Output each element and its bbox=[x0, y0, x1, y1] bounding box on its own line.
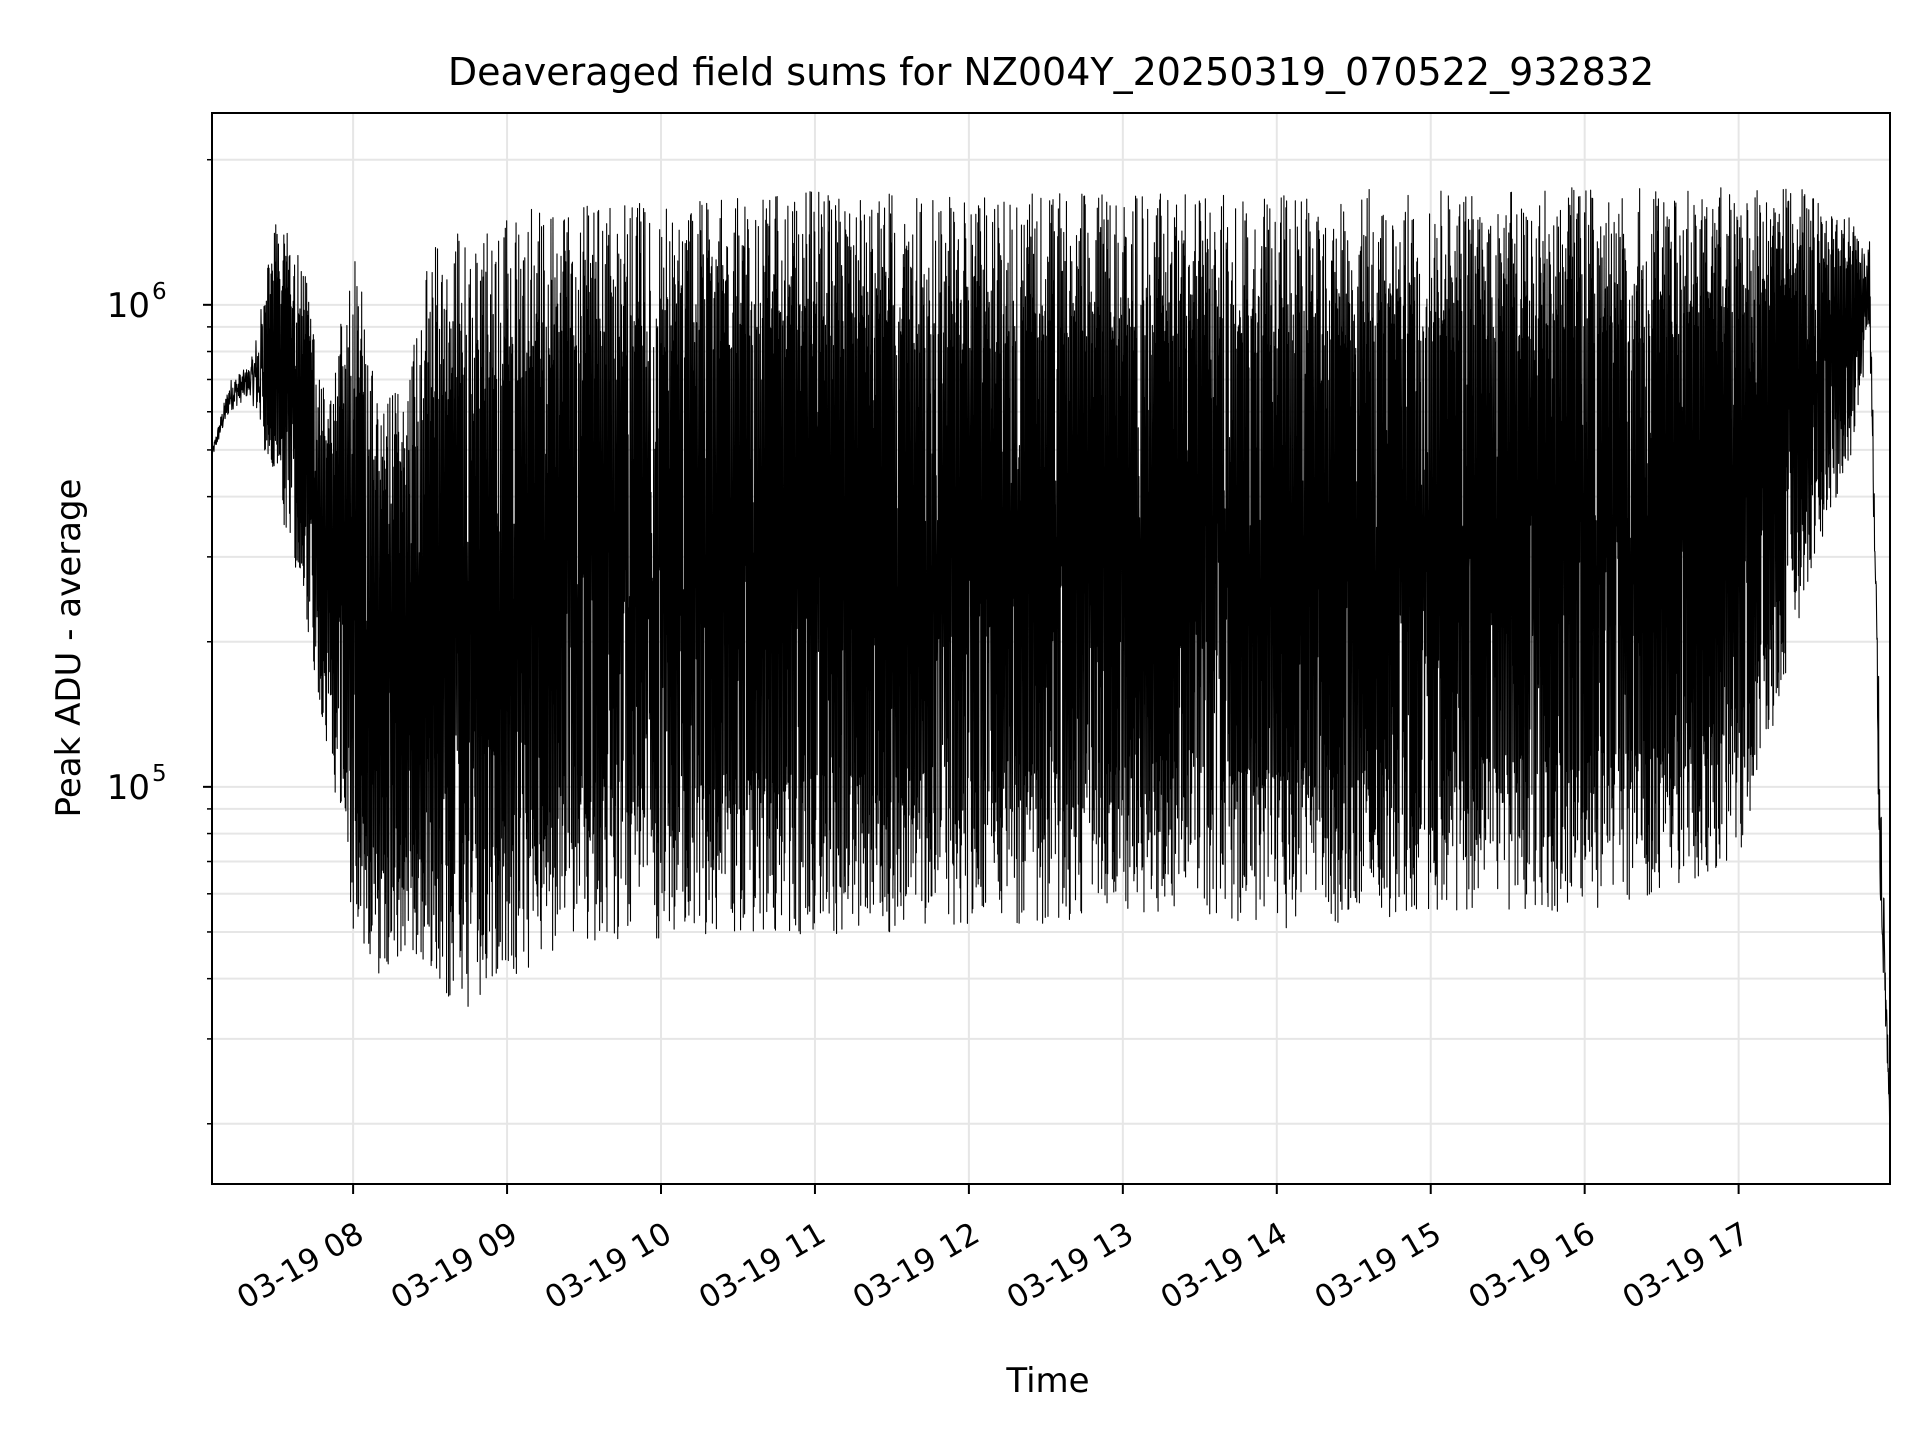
chart-title: Deaveraged field sums for NZ004Y_2025031… bbox=[448, 50, 1654, 94]
y-tick-label-exponent: 6 bbox=[152, 279, 167, 305]
series-line bbox=[211, 187, 1891, 1134]
y-tick-label: 10 bbox=[107, 768, 150, 808]
plot-area bbox=[211, 187, 1891, 1134]
y-tick-label-exponent: 5 bbox=[152, 761, 167, 787]
plot-frame bbox=[211, 112, 1891, 1185]
y-axis-label: Peak ADU - average bbox=[49, 479, 89, 818]
x-axis-label: Time bbox=[1005, 1361, 1089, 1401]
y-tick-label: 10 bbox=[107, 286, 150, 326]
